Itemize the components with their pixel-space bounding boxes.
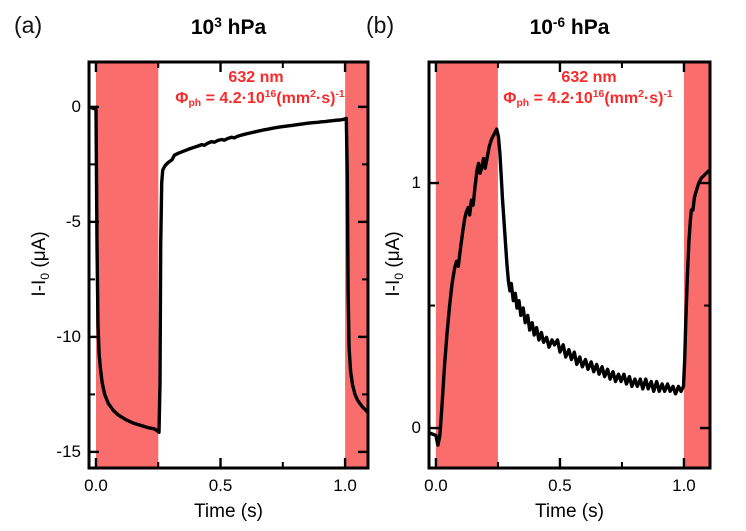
x-tick-label: 0.5 (208, 476, 233, 495)
panel-a-title: 103 hPa (190, 14, 267, 40)
panel-a-xaxis-label: Time (s) (194, 501, 263, 522)
y-tick-label: -10 (56, 326, 81, 346)
plot-frame (427, 60, 712, 470)
x-tick-label: 1.0 (333, 476, 357, 495)
panel-a-yaxis-label: I-I0 (μA) (29, 231, 52, 297)
plot-frame (87, 60, 370, 470)
light-pulse-band (435, 62, 498, 468)
panel-b-annotation-wavelength: 632 nm (561, 69, 617, 86)
y-tick-label: 1 (411, 173, 421, 193)
x-tick-label: 0.0 (424, 476, 448, 495)
x-tick-label: 0.5 (548, 476, 572, 495)
panel-a-letter: (a) (14, 12, 43, 38)
panel-b-letter: (b) (366, 12, 395, 38)
x-tick-label: 0.0 (84, 476, 108, 495)
panel-a-annotation-flux: Φph = 4.2·1016(mm2·s)-1 (175, 89, 345, 110)
panel-b-title: 10-6 hPa (529, 14, 610, 40)
photocurrent-curve (428, 127, 711, 447)
x-tick-label: 1.0 (672, 476, 696, 495)
y-tick-label: -15 (56, 441, 81, 461)
panel-a-annotation-wavelength: 632 nm (228, 69, 284, 86)
y-tick-label: 0 (411, 418, 421, 438)
light-pulse-band (96, 62, 159, 468)
panel-b-xaxis-label: Time (s) (535, 501, 604, 522)
photocurrent-curve (90, 106, 369, 434)
y-tick-label: -5 (65, 211, 81, 231)
panel-b-yaxis-label: I-I0 (μA) (383, 231, 406, 297)
panel-b-annotation-flux: Φph = 4.2·1016(mm2·s)-1 (503, 89, 673, 110)
y-tick-label: 0 (71, 96, 81, 116)
